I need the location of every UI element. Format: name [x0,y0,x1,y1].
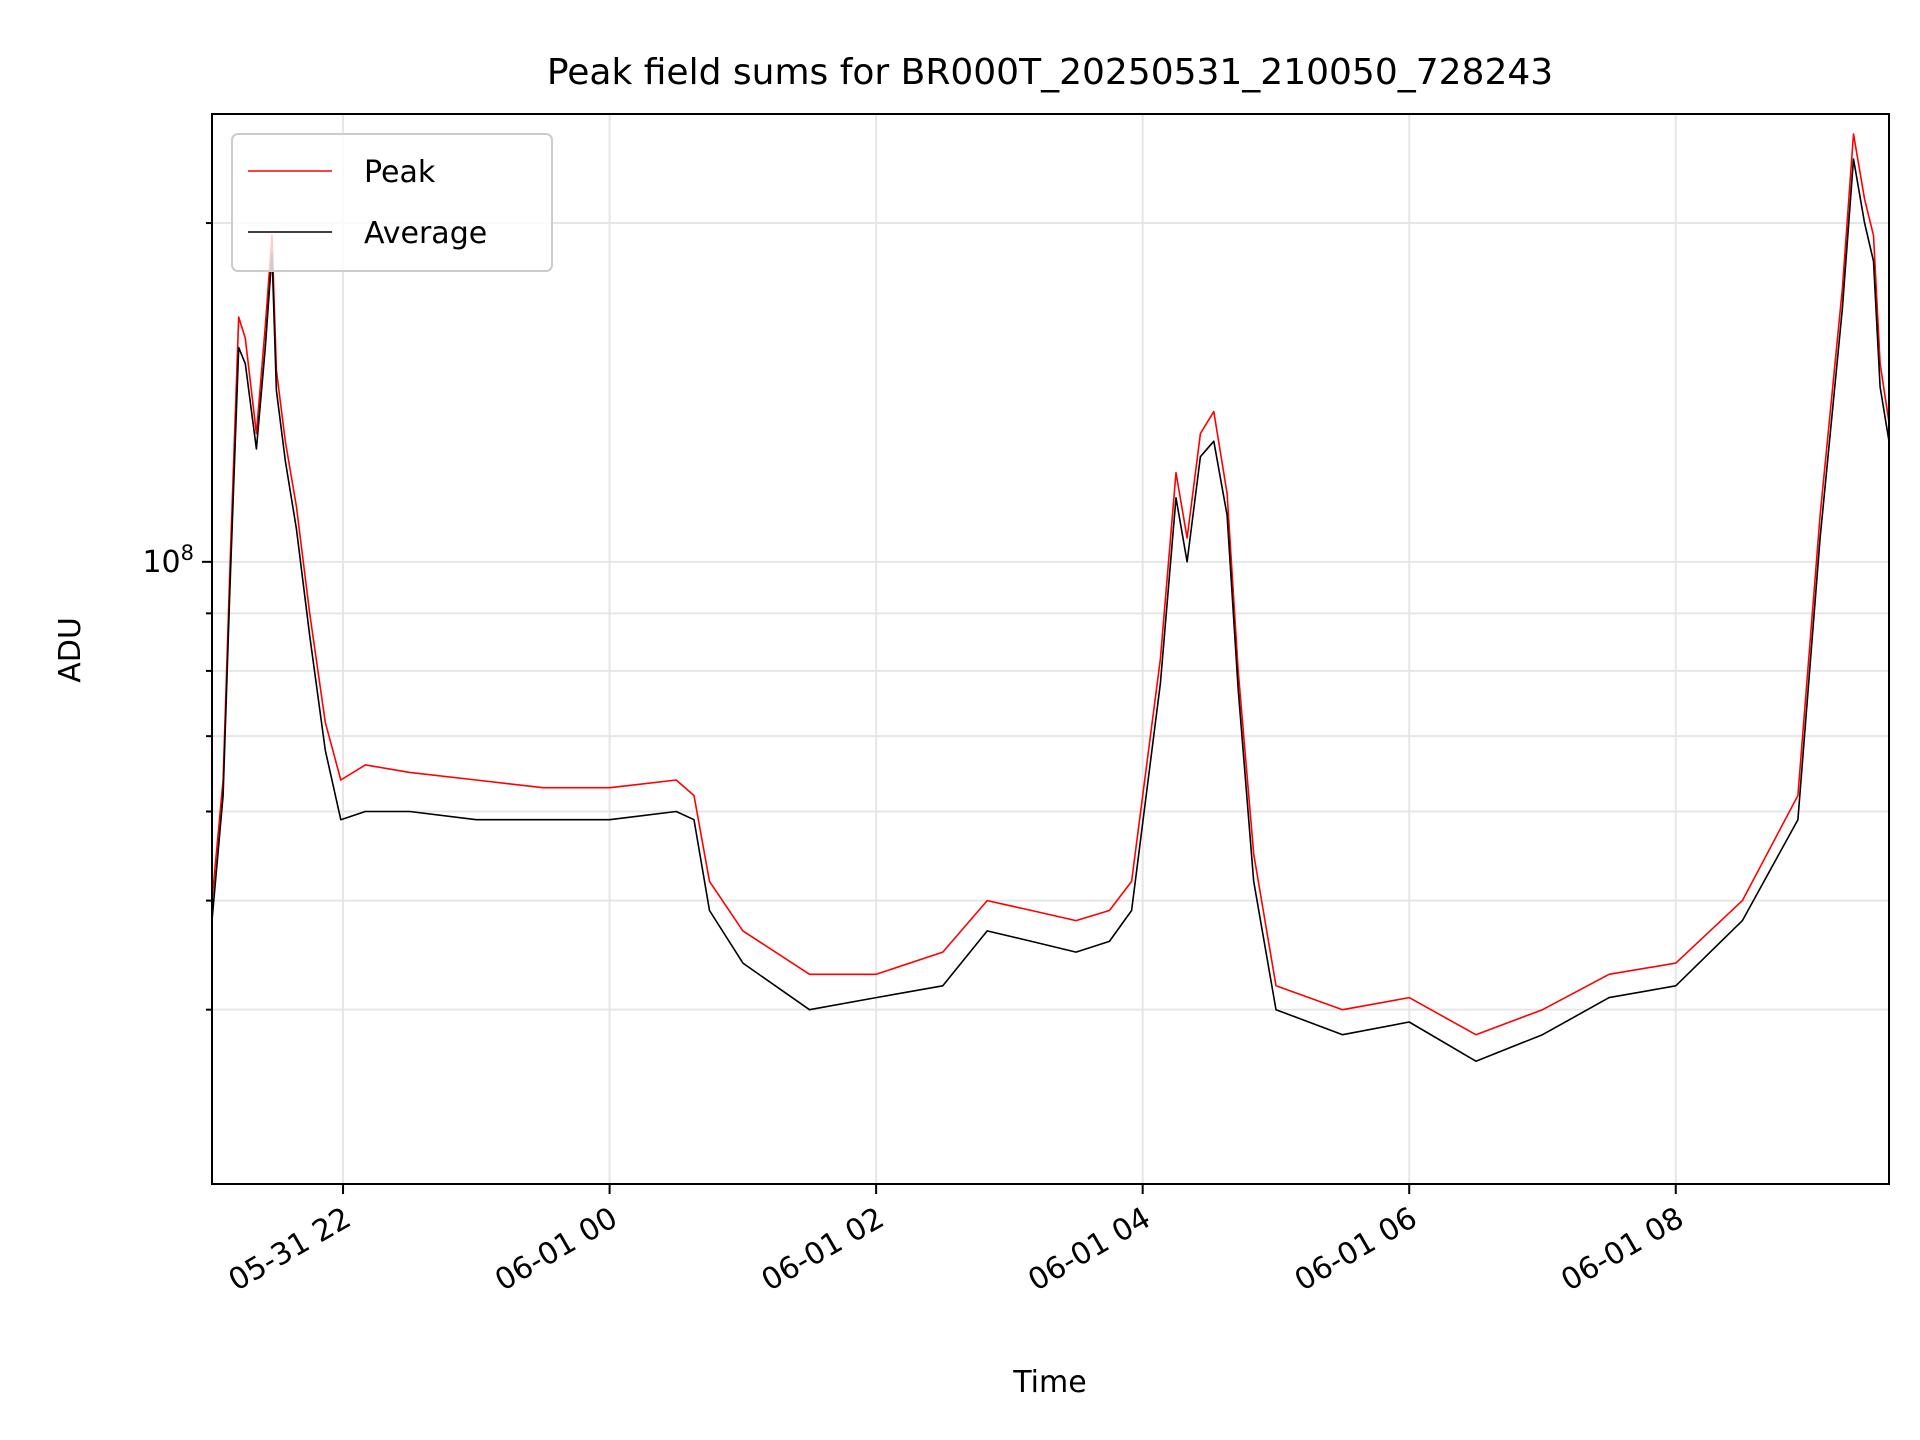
x-tick-label: 06-01 02 [756,1201,890,1299]
chart-title: Peak field sums for BR000T_20250531_2100… [547,52,1553,93]
legend-label-average: Average [364,216,487,251]
y-tick-label-exponent: 8 [181,541,194,565]
plot-frame [211,113,1890,1185]
y-tick-label-base: 10 [142,545,180,580]
x-axis-label: Time [1012,1365,1086,1400]
legend-box [231,133,553,272]
y-tick-label: 108 [142,541,194,580]
x-tick-label: 06-01 00 [489,1201,623,1299]
legend: Peak Average [231,133,553,272]
x-tick-label: 06-01 04 [1022,1201,1156,1299]
grid-layer [212,114,1889,1184]
x-tick-label: 05-31 22 [223,1201,357,1299]
series-line-average [212,158,1889,1062]
x-tick-label: 06-01 06 [1289,1201,1423,1299]
series-layer [212,133,1889,1062]
series-line-peak [212,133,1889,1036]
y-axis-label: ADU [53,617,88,683]
legend-label-peak: Peak [364,155,436,190]
x-tick-label: 06-01 08 [1555,1201,1689,1299]
tick-layer: 05-31 22 06-01 00 06-01 02 06-01 04 06-01 06… [142,222,1690,1299]
